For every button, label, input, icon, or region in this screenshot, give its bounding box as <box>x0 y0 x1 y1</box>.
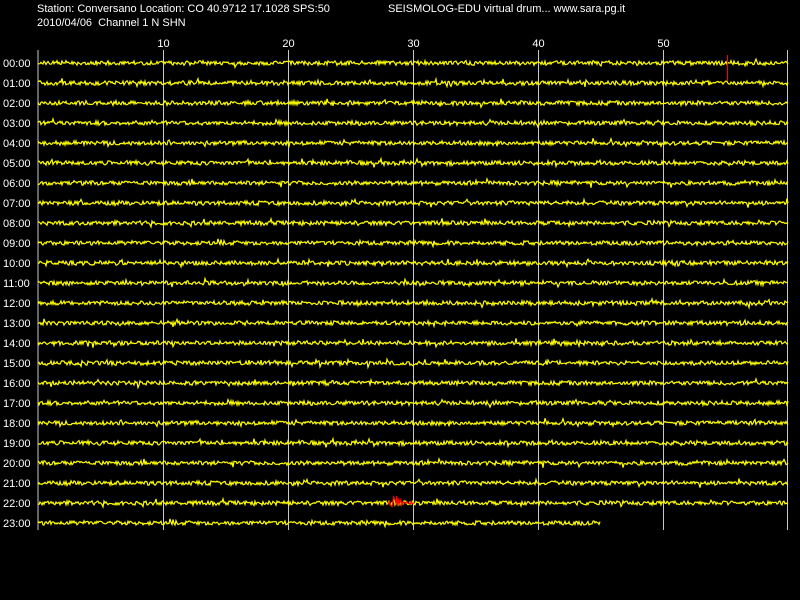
hour-label: 11:00 <box>3 278 30 290</box>
hour-label: 20:00 <box>3 458 31 470</box>
trace-line <box>37 98 789 109</box>
trace-line <box>37 76 789 89</box>
hour-label: 16:00 <box>3 378 31 390</box>
hour-label: 23:00 <box>3 518 31 530</box>
event-burst <box>387 494 415 508</box>
x-tick-label: 30 <box>407 38 419 50</box>
trace-line <box>37 117 789 129</box>
trace-line <box>37 338 789 349</box>
x-tick-label: 50 <box>657 38 669 50</box>
hour-label: 14:00 <box>3 338 31 350</box>
hour-label: 13:00 <box>3 318 31 330</box>
hour-label: 06:00 <box>3 178 31 190</box>
trace-line <box>37 156 789 169</box>
x-tick-label: 40 <box>532 38 544 50</box>
station-info: Station: Conversano Location: CO 40.9712… <box>37 3 330 15</box>
trace-line <box>37 276 789 289</box>
trace-line <box>37 518 601 529</box>
trace-line <box>37 296 789 310</box>
trace-line <box>37 477 789 489</box>
hour-label: 02:00 <box>3 98 31 110</box>
date-channel-info: 2010/04/06 Channel 1 N SHN <box>37 17 186 29</box>
hour-label: 10:00 <box>3 258 31 270</box>
hour-label: 00:00 <box>3 58 31 70</box>
trace-line <box>37 136 788 149</box>
hour-label: 21:00 <box>3 478 31 490</box>
trace-line <box>37 416 789 429</box>
trace-line <box>37 216 789 229</box>
hour-label: 12:00 <box>3 298 31 310</box>
trace-line <box>37 57 789 69</box>
hour-label: 07:00 <box>3 198 31 210</box>
drum-title: SEISMOLOG-EDU virtual drum... www.sara.p… <box>388 3 626 15</box>
hour-label: 03:00 <box>3 118 31 130</box>
trace-line <box>37 238 789 249</box>
trace-line <box>37 377 789 390</box>
hour-label: 05:00 <box>3 158 31 170</box>
trace-line <box>37 436 789 449</box>
trace-line <box>37 197 789 209</box>
trace-line <box>37 176 789 189</box>
trace-line <box>37 256 789 269</box>
trace-line <box>37 496 789 509</box>
trace-line <box>37 317 789 329</box>
trace-line <box>37 397 789 409</box>
trace-line <box>37 456 789 469</box>
trace-line <box>37 357 789 370</box>
hour-label: 04:00 <box>3 138 31 150</box>
hour-label: 22:00 <box>3 498 31 510</box>
hour-label: 08:00 <box>3 218 31 230</box>
x-tick-label: 10 <box>157 38 169 50</box>
hour-label: 17:00 <box>3 398 31 410</box>
x-tick-label: 20 <box>282 38 294 50</box>
hour-label: 19:00 <box>3 438 31 450</box>
hour-label: 18:00 <box>3 418 31 430</box>
hour-label: 15:00 <box>3 358 31 370</box>
hour-label: 01:00 <box>3 78 31 90</box>
hour-label: 09:00 <box>3 238 31 250</box>
